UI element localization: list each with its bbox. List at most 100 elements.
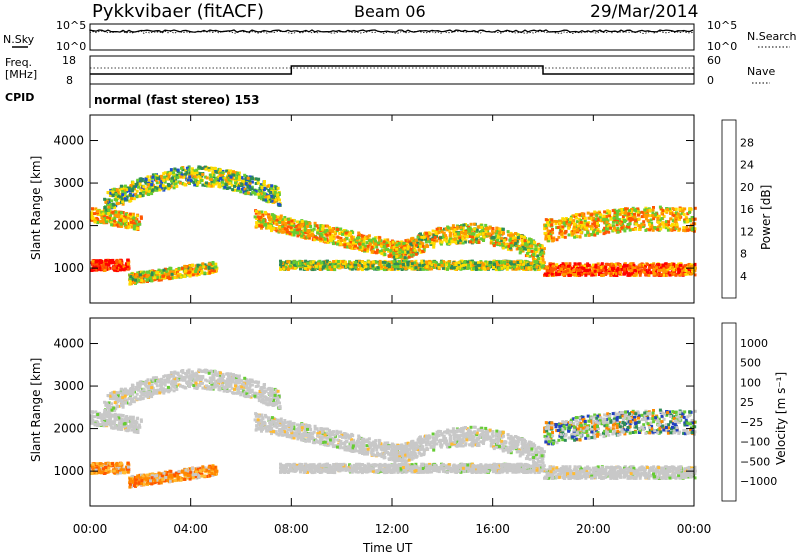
power-cell [457, 241, 461, 245]
power-cell [514, 236, 517, 240]
power-cell [626, 224, 629, 228]
power-cell [280, 265, 284, 269]
power-cell [133, 281, 136, 285]
power-cell [387, 242, 391, 246]
power-cell [470, 238, 474, 242]
power-cell [283, 218, 287, 222]
power-cell [449, 231, 453, 235]
power-cell [112, 266, 116, 270]
power-cell [693, 206, 697, 210]
power-cell [523, 235, 526, 239]
power-cell [254, 182, 258, 185]
power-cell [690, 263, 694, 267]
power-cell [563, 231, 567, 235]
power-cell [123, 184, 127, 188]
power-cell [145, 278, 149, 282]
power-cell [163, 276, 167, 280]
power-cell [254, 177, 258, 181]
power-cell [145, 275, 149, 279]
power-cell [669, 217, 673, 221]
power-cell [281, 220, 285, 224]
power-cell [129, 199, 133, 203]
power-cell [111, 259, 114, 263]
power-cell [505, 243, 508, 247]
power-cell [131, 212, 135, 216]
power-cell [511, 267, 515, 271]
power-cell [363, 248, 367, 252]
power-cell [391, 240, 395, 244]
power-cell [500, 239, 504, 243]
power-cell [635, 266, 639, 270]
power-cell [618, 263, 622, 267]
power-cell [257, 189, 261, 193]
power-cell [161, 274, 165, 278]
power-cell [566, 272, 570, 276]
power-cell [502, 238, 506, 242]
power-cell [108, 266, 112, 270]
power-cell [536, 254, 540, 258]
power-cell [221, 176, 225, 180]
power-cell [420, 261, 424, 265]
power-cell [193, 272, 197, 276]
power-cell [567, 264, 570, 268]
power-cell [196, 264, 200, 268]
power-cell [191, 273, 195, 277]
power-cell [119, 218, 123, 222]
power-cell [235, 176, 238, 180]
power-cell [424, 234, 428, 238]
power-cell [268, 221, 272, 225]
power-cell [170, 276, 174, 280]
power-cell [514, 232, 517, 235]
power-cell [693, 227, 697, 231]
power-cell [124, 212, 128, 216]
power-cell [306, 224, 309, 228]
power-cell [432, 233, 436, 237]
power-cell [140, 276, 144, 279]
power-cell [449, 266, 453, 270]
power-cell [102, 264, 105, 268]
power-cell [555, 263, 559, 267]
power-cell [340, 262, 344, 266]
power-cell [195, 168, 199, 172]
power-cell [200, 174, 204, 178]
power-cell [119, 216, 123, 220]
power-cell [575, 216, 579, 220]
power-cell [241, 179, 245, 183]
power-cell [370, 245, 374, 249]
power-cell [550, 223, 554, 227]
power-cell [392, 251, 396, 255]
power-cell [136, 182, 140, 185]
power-cell [448, 230, 452, 234]
power-cell [206, 271, 210, 275]
power-cell [294, 264, 298, 268]
power-cell [98, 259, 102, 263]
power-cell [538, 260, 542, 264]
power-cell [107, 198, 111, 202]
power-cell [163, 186, 167, 190]
power-cell [300, 230, 304, 234]
power-cell [281, 230, 285, 234]
power-cell [526, 253, 530, 257]
power-cell [121, 190, 125, 193]
power-cell [491, 231, 495, 235]
power-cell [260, 195, 264, 199]
power-cell [617, 209, 621, 213]
power-cell [278, 203, 282, 207]
power-cell [437, 231, 441, 234]
power-cell [546, 229, 550, 233]
power-cell [259, 215, 263, 219]
power-cell [599, 213, 603, 217]
power-cell [465, 263, 469, 267]
power-cell [501, 227, 505, 231]
power-cell [408, 244, 412, 248]
power-cell [615, 215, 619, 219]
power-cell [318, 268, 322, 271]
power-cell [615, 268, 619, 272]
power-cell [370, 240, 374, 244]
power-cell [577, 262, 581, 266]
power-cell [389, 249, 393, 252]
power-cell [124, 267, 128, 271]
power-cell [174, 177, 178, 181]
power-cell [661, 221, 665, 225]
power-cell [590, 271, 594, 275]
